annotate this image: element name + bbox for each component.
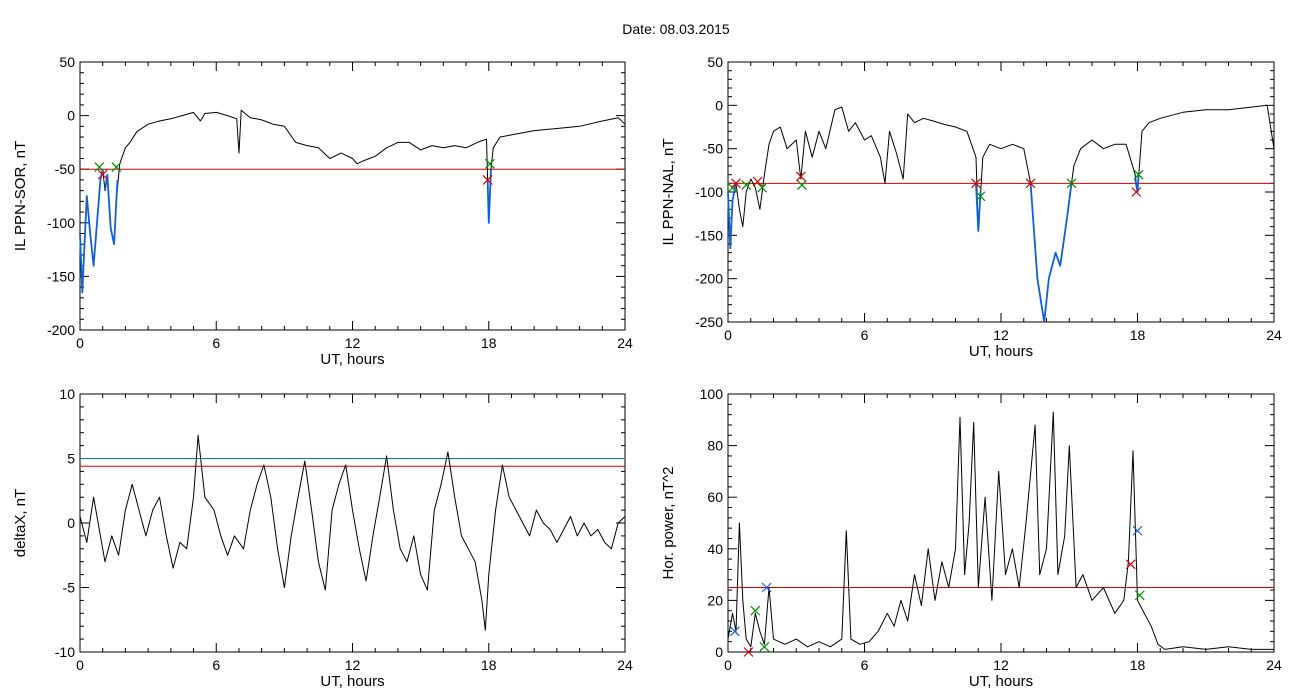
series-line bbox=[79, 434, 626, 631]
x-tick-label: 12 bbox=[993, 327, 1009, 343]
event-marker bbox=[1132, 525, 1143, 536]
event-marker bbox=[111, 162, 122, 172]
chart-il-sor: 0 6 12 18 24 -200 -150 -100 -50 0 50 UT, hours IL PP… bbox=[12, 54, 633, 368]
chart-deltax: 0 6 12 18 24 -10 -5 0 5 10 UT, hours deltaX, nT bbox=[12, 386, 633, 690]
event-marker bbox=[1134, 590, 1145, 601]
y-tick-label: 40 bbox=[707, 541, 723, 557]
x-axis-label: UT, hours bbox=[969, 673, 1033, 690]
event-marker bbox=[1133, 169, 1144, 180]
x-tick-label: 0 bbox=[76, 657, 84, 673]
event-marker bbox=[761, 582, 772, 593]
event-marker bbox=[1125, 559, 1136, 570]
y-tick-label: 0 bbox=[67, 515, 75, 531]
y-tick-label: -50 bbox=[703, 141, 723, 157]
x-tick-label: 24 bbox=[617, 657, 633, 673]
event-marker bbox=[727, 182, 738, 193]
y-tick-label: -100 bbox=[695, 184, 723, 200]
x-tick-label: 0 bbox=[76, 335, 84, 351]
y-tick-label: 5 bbox=[67, 451, 75, 467]
plot-frame bbox=[727, 61, 1275, 323]
event-marker bbox=[729, 626, 740, 637]
highlight-segment bbox=[1134, 174, 1140, 193]
y-axis-label: IL PPN-NAL, nT bbox=[660, 139, 677, 246]
y-tick-label: 0 bbox=[67, 108, 75, 124]
x-tick-label: 6 bbox=[212, 335, 220, 351]
highlight-segment bbox=[1029, 183, 1073, 323]
x-tick-label: 12 bbox=[345, 335, 361, 351]
y-tick-label: -50 bbox=[55, 161, 75, 177]
y-tick-label: 0 bbox=[715, 97, 723, 113]
event-marker bbox=[750, 605, 761, 616]
event-marker bbox=[1025, 178, 1036, 189]
highlight-segment bbox=[104, 173, 119, 246]
event-marker bbox=[482, 174, 493, 185]
y-tick-label: -150 bbox=[47, 268, 75, 284]
event-marker bbox=[743, 647, 754, 657]
x-tick-label: 6 bbox=[861, 657, 869, 673]
event-marker bbox=[1131, 187, 1142, 197]
y-axis-label: IL PPN-SOR, nT bbox=[12, 141, 29, 251]
event-marker bbox=[484, 158, 495, 169]
y-tick-label: -200 bbox=[47, 322, 75, 338]
x-tick-label: 0 bbox=[724, 657, 732, 673]
y-axis-label: Hor. power, nT^2 bbox=[660, 467, 677, 580]
event-marker bbox=[741, 180, 752, 190]
event-marker bbox=[757, 182, 768, 193]
x-tick-label: 6 bbox=[212, 657, 220, 673]
y-tick-label: -10 bbox=[55, 644, 75, 660]
x-tick-label: 12 bbox=[993, 657, 1009, 673]
event-marker bbox=[94, 162, 105, 172]
highlight-segment bbox=[727, 183, 737, 250]
series-line bbox=[727, 104, 1275, 323]
y-axis-label: deltaX, nT bbox=[12, 489, 29, 557]
y-tick-label: 0 bbox=[715, 644, 723, 660]
y-tick-label: 10 bbox=[59, 386, 75, 402]
highlight-segment bbox=[79, 169, 104, 294]
event-marker bbox=[752, 176, 763, 187]
x-tick-label: 24 bbox=[1266, 327, 1282, 343]
y-tick-label: -5 bbox=[63, 580, 76, 596]
event-marker bbox=[759, 641, 770, 652]
x-tick-label: 18 bbox=[481, 657, 497, 673]
x-tick-label: 6 bbox=[861, 327, 869, 343]
x-tick-label: 0 bbox=[724, 327, 732, 343]
y-tick-label: -250 bbox=[695, 314, 723, 330]
figure-title: Date: 08.03.2015 bbox=[622, 21, 730, 37]
event-marker bbox=[731, 178, 741, 189]
plot-frame bbox=[727, 393, 1275, 653]
y-tick-label: -200 bbox=[695, 271, 723, 287]
highlight-segment bbox=[486, 169, 492, 224]
chart-hor-power: 0 6 12 18 24 0 20 40 60 80 100 UT, hours Hor. power,… bbox=[660, 386, 1282, 690]
x-tick-label: 12 bbox=[345, 657, 361, 673]
y-tick-label: 80 bbox=[707, 438, 723, 454]
chart-il-nal: 0 6 12 18 24 -250 -200 -150 -100 -50 0 50 UT, hours I… bbox=[660, 54, 1282, 360]
y-tick-label: 20 bbox=[707, 592, 723, 608]
event-marker bbox=[1066, 178, 1077, 189]
x-tick-label: 24 bbox=[617, 335, 633, 351]
x-axis-label: UT, hours bbox=[969, 343, 1033, 360]
series-line bbox=[79, 109, 626, 293]
x-tick-label: 24 bbox=[1266, 657, 1282, 673]
highlight-segment bbox=[975, 183, 982, 232]
y-tick-label: 100 bbox=[700, 386, 724, 402]
event-marker bbox=[797, 180, 807, 190]
x-tick-label: 18 bbox=[481, 335, 497, 351]
y-tick-label: 60 bbox=[707, 489, 723, 505]
event-marker bbox=[971, 178, 981, 189]
y-tick-label: 50 bbox=[59, 54, 75, 70]
event-marker bbox=[795, 171, 806, 182]
y-tick-label: 50 bbox=[707, 54, 723, 70]
y-tick-label: -150 bbox=[695, 227, 723, 243]
x-axis-label: UT, hours bbox=[320, 673, 384, 690]
x-tick-label: 18 bbox=[1130, 327, 1146, 343]
event-marker bbox=[975, 191, 986, 202]
y-tick-label: -100 bbox=[47, 215, 75, 231]
plot-frame bbox=[79, 61, 626, 331]
series-line bbox=[727, 411, 1274, 650]
x-tick-label: 18 bbox=[1130, 657, 1146, 673]
event-marker bbox=[97, 169, 108, 180]
x-axis-label: UT, hours bbox=[320, 351, 384, 368]
